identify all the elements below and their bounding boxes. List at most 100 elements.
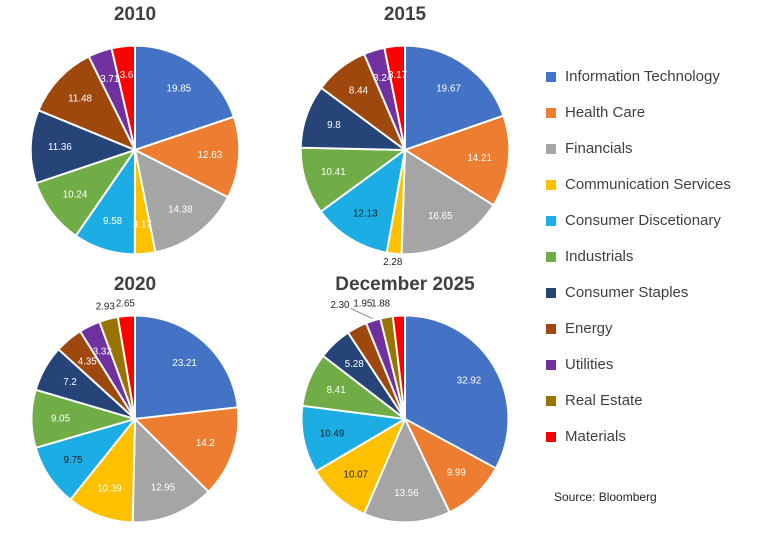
slice-label-consumer-staples: 7.2: [63, 377, 77, 388]
slice-label-industrials: 9.05: [51, 413, 71, 424]
pie-slice-health-care: [134, 406, 240, 493]
slice-label-health-care: 14.2: [196, 438, 215, 449]
legend-swatch-icon: [546, 251, 556, 262]
pie-2015-canvas: 19.67 14.21 16.65 2.28 12.13 10.41 9.8 8.44 3.24…: [299, 44, 511, 268]
legend-swatch-icon: [546, 359, 556, 370]
slice-label-consumer-staples: 11.36: [48, 142, 72, 153]
slice-label-real-estate: 1.95: [353, 298, 373, 309]
pie-slice-consumer-staples: [29, 109, 136, 185]
chart-title: December 2025: [335, 274, 475, 295]
slice-label-industrials: 8.41: [327, 385, 346, 396]
slice-label-consumer-discetionary: 9.75: [64, 455, 84, 466]
source-note: Source: Bloomberg: [554, 490, 657, 504]
legend-swatch-icon: [546, 71, 556, 82]
pie-slice-information-technology: [134, 44, 235, 151]
slice-label-communication-services: 10.07: [344, 469, 368, 480]
pie-chart-2010: 2010 19.85 12.63 14.38 3.17 9.58 10.24 11.36 11…: [0, 0, 270, 270]
legend-label: Financials: [565, 140, 633, 157]
legend-swatch-icon: [546, 107, 556, 118]
slice-label-consumer-staples: 9.8: [327, 120, 341, 131]
slice-label-information-technology: 19.67: [436, 83, 461, 94]
slice-label-information-technology: 23.21: [172, 358, 196, 369]
legend-swatch-icon: [546, 323, 556, 334]
slice-label-financials: 14.38: [168, 204, 193, 215]
chart-title: 2020: [113, 274, 157, 295]
slice-label-consumer-discetionary: 10.49: [320, 428, 344, 439]
legend-item: Industrials: [546, 248, 757, 265]
slice-label-financials: 12.95: [151, 483, 176, 494]
legend-item: Financials: [546, 140, 757, 157]
slice-label-utilities: 2.30: [330, 300, 350, 311]
pie-slice-information-technology: [134, 314, 239, 420]
legend-item: Real Estate: [546, 392, 757, 409]
pie-slice-consumer-discetionary: [300, 404, 406, 473]
slice-label-utilities: 3.32: [93, 347, 112, 358]
slice-label-financials: 13.56: [394, 488, 418, 499]
legend-label: Communication Services: [565, 176, 731, 193]
legend-label: Consumer Staples: [565, 284, 689, 301]
chart-title: 2015: [383, 4, 427, 25]
pie-grid: 2010 19.85 12.63 14.38 3.17 9.58 10.24 11.36 11…: [0, 0, 540, 538]
slice-label-information-technology: 32.92: [457, 375, 481, 386]
chart-title: 2010: [113, 4, 157, 25]
slice-label-communication-services: 10.39: [97, 484, 121, 495]
slice-label-consumer-discetionary: 12.13: [353, 208, 378, 219]
legend-swatch-icon: [546, 431, 556, 442]
pie-slice-energy: [37, 55, 136, 151]
pie-chart-december-2025: December 2025 32.92 9.99 13.56 10.07 10.49 8.…: [270, 270, 540, 538]
legend-label: Consumer Discetionary: [565, 212, 721, 229]
legend-item: Communication Services: [546, 176, 757, 193]
slice-label-energy: 8.44: [349, 86, 369, 97]
slice-label-financials: 16.65: [428, 211, 453, 222]
pie-slice-industrials: [299, 146, 406, 213]
legend-item: Consumer Discetionary: [546, 212, 757, 229]
legend-label: Materials: [565, 428, 626, 445]
label-leader-line: [350, 308, 373, 320]
legend-swatch-icon: [546, 215, 556, 226]
pie-chart-2020: 2020 23.21 14.2 12.95 10.39 9.75 9.05 7.2 4.35 3…: [0, 270, 270, 538]
legend-item: Utilities: [546, 356, 757, 373]
slice-label-health-care: 14.21: [467, 153, 492, 164]
legend-swatch-icon: [546, 395, 556, 406]
pie-slice-health-care: [134, 115, 241, 199]
legend-swatch-icon: [546, 143, 556, 154]
legend-item: Materials: [546, 428, 757, 445]
legend-label: Health Care: [565, 104, 646, 121]
slice-label-materials: 3.17: [388, 70, 407, 81]
pie-slice-health-care: [404, 114, 511, 207]
slice-label-consumer-staples: 5.28: [345, 359, 364, 370]
pie-december-2025-canvas: 32.92 9.99 13.56 10.07 10.49 8.41 5.28 2.30 1.95…: [300, 298, 510, 524]
pie-2020-canvas: 23.21 14.2 12.95 10.39 9.75 9.05 7.24.353.32 2.…: [30, 298, 240, 524]
slice-label-materials: 1.88: [371, 298, 390, 309]
slice-label-materials: 2.65: [116, 298, 136, 309]
legend-item: Energy: [546, 320, 757, 337]
slice-label-communication-services: 2.28: [383, 257, 403, 268]
pie-slice-financials: [134, 148, 229, 254]
pie-slice-information-technology: [404, 314, 510, 470]
slice-label-materials: 3.6: [120, 70, 134, 81]
legend-label: Utilities: [565, 356, 614, 373]
slice-label-energy: 11.48: [68, 93, 92, 104]
pie-slice-materials: [391, 314, 406, 420]
legend-swatch-icon: [546, 287, 556, 298]
slice-label-utilities: 3.24: [373, 73, 393, 84]
slice-label-information-technology: 19.85: [167, 84, 192, 95]
legend-swatch-icon: [546, 179, 556, 190]
pie-slice-materials: [110, 44, 136, 151]
legend-item: Information Technology: [546, 68, 757, 85]
slice-label-consumer-discetionary: 9.58: [103, 216, 123, 227]
legend-item: Consumer Staples: [546, 284, 757, 301]
legend-item: Health Care: [546, 104, 757, 121]
slice-label-utilities: 3.71: [100, 74, 119, 85]
slice-label-energy: 4.35: [78, 356, 98, 367]
pie-chart-2015: 2015 19.67 14.21 16.65 2.28 12.13 10.41 9.8 8.4…: [270, 0, 540, 270]
pie-slice-financials: [400, 148, 495, 256]
slice-label-industrials: 10.24: [63, 190, 88, 201]
legend: Information Technology Health Care Financi…: [540, 0, 761, 538]
pie-slice-materials: [116, 314, 136, 420]
slice-label-communication-services: 3.17: [133, 219, 152, 230]
slice-label-health-care: 9.99: [447, 468, 466, 479]
slice-label-health-care: 12.63: [198, 150, 223, 161]
slice-label-real-estate: 2.93: [96, 301, 115, 312]
